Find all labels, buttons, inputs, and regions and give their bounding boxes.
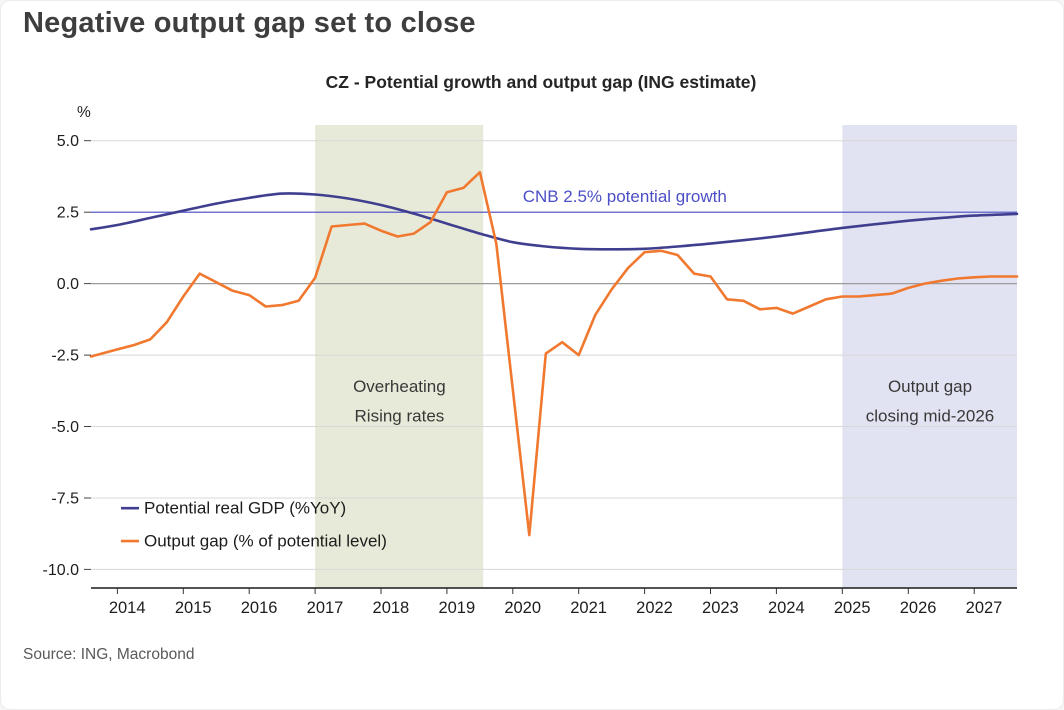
highlight-band-1 xyxy=(842,125,1017,588)
x-tick-label: 2021 xyxy=(570,599,607,617)
y-tick-label: 0.0 xyxy=(57,276,79,293)
x-tick-label: 2018 xyxy=(373,599,410,617)
legend-label-0: Potential real GDP (%YoY) xyxy=(144,499,346,518)
chart-plot: 2014 2015 2016 2017 2018 2019 2020 2021 2022 2023… xyxy=(43,125,1019,617)
x-tick-label: 2027 xyxy=(966,599,1003,617)
y-tick-label: -5.0 xyxy=(51,419,79,436)
series-line-1 xyxy=(89,170,1019,537)
source-note: Source: ING, Macrobond xyxy=(23,646,195,663)
highlight-band-0 xyxy=(315,125,484,588)
chart-title: CZ - Potential growth and output gap (IN… xyxy=(325,72,757,92)
x-tick-label: 2015 xyxy=(175,599,212,617)
x-tick-label: 2016 xyxy=(241,599,278,617)
y-tick-label: 2.5 xyxy=(57,205,79,222)
y-tick-label: 5.0 xyxy=(57,133,79,150)
y-tick-label: -10.0 xyxy=(43,562,80,579)
legend-label-1: Output gap (% of potential level) xyxy=(144,532,387,551)
y-axis-unit-label: % xyxy=(77,104,91,121)
x-tick-label: 2014 xyxy=(109,599,146,617)
x-tick-label: 2023 xyxy=(702,599,739,617)
x-tick-label: 2017 xyxy=(307,599,344,617)
x-tick-label: 2025 xyxy=(834,599,871,617)
y-tick-label: -7.5 xyxy=(51,491,79,508)
band-annotation-1-line-0: Output gap xyxy=(888,377,972,396)
page-title: Negative output gap set to close xyxy=(23,7,476,39)
band-annotation-0-line-1: Rising rates xyxy=(355,406,445,425)
x-tick-label: 2020 xyxy=(504,599,541,617)
x-tick-label: 2022 xyxy=(636,599,673,617)
x-tick-label: 2024 xyxy=(768,599,805,617)
band-annotation-0-line-0: Overheating xyxy=(353,377,446,396)
y-tick-label: -2.5 xyxy=(51,348,79,365)
reference-line-label: CNB 2.5% potential growth xyxy=(523,187,727,206)
x-tick-label: 2026 xyxy=(900,599,937,617)
series-line-0 xyxy=(89,192,1019,251)
band-annotation-1-line-1: closing mid-2026 xyxy=(866,406,995,425)
x-tick-label: 2019 xyxy=(438,599,475,617)
